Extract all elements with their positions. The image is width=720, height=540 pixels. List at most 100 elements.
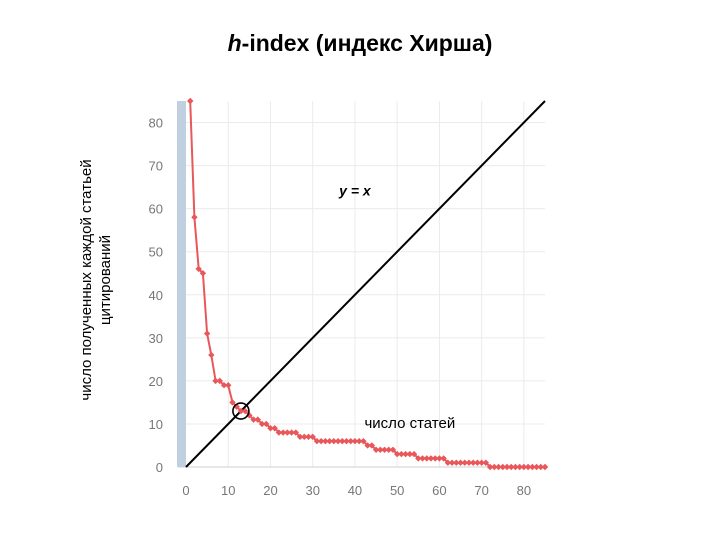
data-point: [541, 463, 549, 471]
data-point: [461, 459, 468, 466]
data-point: [241, 407, 249, 415]
data-point: [347, 437, 354, 445]
data-point: [427, 455, 435, 462]
data-point: [537, 463, 544, 471]
data-point: [292, 429, 300, 436]
data-point: [419, 455, 426, 462]
data-point: [372, 446, 380, 453]
y-tick-label: 20: [149, 374, 163, 389]
data-point: [317, 437, 325, 445]
x-tick-label: 40: [348, 483, 362, 498]
data-point: [254, 416, 261, 423]
x-tick-label: 80: [517, 483, 531, 498]
data-point: [199, 270, 207, 277]
y-tick-label: 70: [149, 159, 163, 174]
data-point: [436, 455, 443, 462]
x-tick-label: 0: [182, 483, 189, 498]
data-point: [478, 459, 485, 466]
data-point: [229, 399, 236, 406]
data-point: [410, 450, 418, 458]
data-point: [385, 446, 392, 453]
y-tick-label: 80: [149, 116, 163, 131]
data-point: [305, 433, 312, 441]
data-point: [512, 463, 519, 471]
data-point: [296, 433, 304, 441]
data-point: [191, 214, 198, 221]
data-point: [263, 420, 270, 428]
grid-lines: [178, 101, 545, 468]
data-point: [364, 442, 371, 449]
data-point: [516, 463, 523, 471]
data-point: [187, 97, 194, 105]
x-tick-label: 10: [221, 483, 235, 498]
data-point: [284, 429, 291, 436]
x-tick-label: 70: [474, 483, 488, 498]
y-tick-label: 50: [149, 245, 163, 260]
data-point: [301, 433, 308, 441]
data-point: [360, 437, 367, 445]
data-point: [258, 420, 266, 428]
data-point: [288, 429, 295, 436]
data-point: [415, 455, 422, 462]
chart-title-rest: -index (индекс Хирша): [241, 30, 493, 56]
y-equals-x-line: [185, 100, 546, 468]
data-point: [508, 463, 515, 471]
data-point: [212, 377, 219, 385]
data-point: [406, 450, 414, 458]
h-index-marker: [232, 402, 250, 420]
data-point: [368, 442, 376, 449]
data-point: [444, 459, 452, 466]
data-point: [423, 455, 430, 462]
data-point: [279, 429, 287, 436]
data-point: [271, 425, 278, 432]
data-point: [309, 433, 316, 441]
data-point: [330, 437, 338, 445]
data-point: [503, 463, 511, 471]
x-tick-label: 20: [263, 483, 277, 498]
data-point: [431, 455, 439, 462]
data-point: [453, 459, 460, 466]
data-point: [533, 463, 540, 471]
data-point: [448, 459, 456, 466]
data-point: [457, 459, 464, 466]
y-tick-labels: 0 10 20 30 40 50 60 70 80: [149, 116, 163, 475]
data-point: [377, 446, 384, 453]
chart-title: h-index (индекс Хирша): [0, 30, 720, 57]
data-point: [470, 459, 477, 466]
data-point: [355, 437, 363, 445]
data-point: [250, 416, 257, 423]
data-point: [499, 463, 506, 471]
data-point: [520, 463, 528, 471]
data-point: [398, 450, 405, 458]
data-point: [529, 463, 536, 471]
x-tick-label: 30: [305, 483, 319, 498]
data-point: [486, 463, 494, 471]
data-point: [267, 425, 274, 432]
y-axis-band: [177, 101, 186, 467]
data-point: [322, 437, 329, 445]
data-point: [237, 407, 245, 415]
data-point: [482, 459, 490, 466]
data-point: [524, 463, 532, 471]
data-point: [216, 377, 223, 385]
data-point: [313, 437, 321, 445]
x-tick-label: 50: [390, 483, 404, 498]
data-point: [440, 455, 447, 462]
data-point: [381, 446, 388, 453]
data-point: [465, 459, 473, 466]
citations-series-points: [187, 97, 549, 471]
y-tick-label: 30: [149, 331, 163, 346]
data-point: [275, 429, 283, 436]
annotation-y-equals-x: y = x: [338, 183, 372, 199]
annotation-article-count: число статей: [364, 415, 455, 432]
data-point: [326, 437, 333, 445]
data-point: [339, 437, 346, 445]
data-point: [491, 463, 498, 471]
data-point: [389, 446, 397, 453]
data-point: [208, 351, 215, 359]
y-tick-label: 0: [156, 460, 163, 475]
y-tick-label: 10: [149, 417, 163, 432]
data-point: [203, 330, 211, 337]
data-point: [220, 381, 228, 389]
x-tick-labels: 0 10 20 30 40 50 60 70 80: [182, 483, 531, 498]
